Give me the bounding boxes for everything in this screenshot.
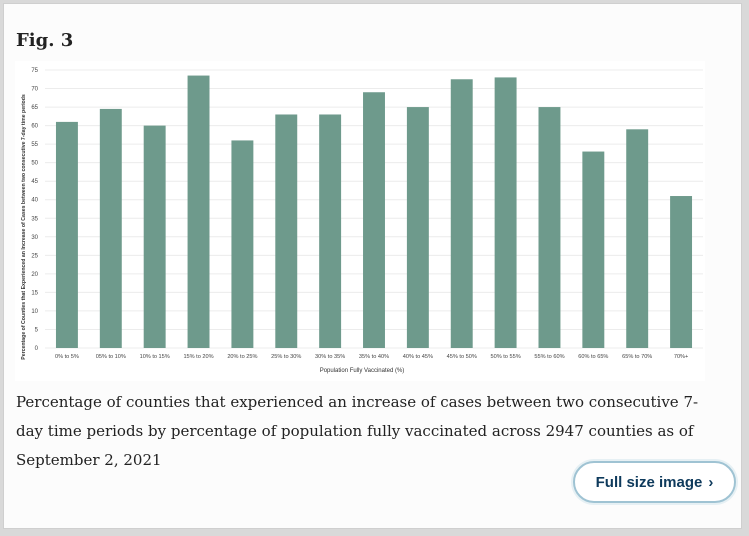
y-axis-ticks: 0 5 10 15 20 25 30 35 40 45 50 55 60 65 70 75 bbox=[31, 68, 38, 352]
bar bbox=[363, 92, 385, 349]
y-tick-label: 15 bbox=[31, 290, 38, 296]
x-tick-label: 15% to 20% bbox=[183, 354, 213, 360]
x-tick-label: 60% to 65% bbox=[578, 354, 608, 360]
x-tick-label: 70%+ bbox=[674, 354, 688, 360]
bar bbox=[231, 140, 254, 348]
y-tick-label: 0 bbox=[35, 346, 39, 352]
bar bbox=[582, 151, 605, 348]
y-tick-label: 45 bbox=[31, 179, 38, 185]
bar bbox=[670, 196, 693, 348]
x-axis-ticks: 0% to 5% 05% to 10% 10% to 15% 15% to 20% 20… bbox=[55, 354, 688, 360]
y-tick-label: 10 bbox=[31, 309, 38, 315]
bar bbox=[143, 125, 166, 348]
y-tick-label: 20 bbox=[31, 272, 38, 278]
y-tick-label: 25 bbox=[31, 253, 38, 259]
y-tick-label: 60 bbox=[31, 124, 38, 130]
y-tick-label: 55 bbox=[31, 142, 38, 148]
figure-label: Fig. 3 bbox=[16, 30, 74, 51]
bar bbox=[406, 107, 429, 348]
x-axis-label: Population Fully Vaccinated (%) bbox=[320, 368, 405, 374]
y-axis-label: Percentage of Counties that Experienced … bbox=[21, 94, 27, 360]
y-tick-label: 35 bbox=[31, 216, 38, 222]
y-tick-label: 70 bbox=[31, 87, 38, 93]
y-tick-label: 75 bbox=[31, 68, 38, 74]
x-tick-label: 55% to 60% bbox=[534, 354, 564, 360]
bar bbox=[99, 108, 122, 348]
bar bbox=[450, 79, 473, 348]
x-tick-label: 65% to 70% bbox=[622, 354, 652, 360]
full-size-image-button[interactable]: Full size image › bbox=[573, 461, 736, 503]
bar-chart: 0 5 10 15 20 25 30 35 40 45 50 55 60 65 70 75 0% to 5% 0… bbox=[15, 61, 705, 381]
x-tick-label: 45% to 50% bbox=[447, 354, 477, 360]
full-size-image-label: Full size image bbox=[595, 473, 703, 491]
x-tick-label: 25% to 30% bbox=[271, 354, 301, 360]
chevron-right-icon: › bbox=[708, 473, 714, 491]
y-tick-label: 5 bbox=[35, 327, 39, 333]
figure-card: Fig. 3 0 5 10 15 20 25 30 35 40 45 50 55 60 65 70 75 0%… bbox=[3, 3, 742, 529]
bar bbox=[187, 75, 210, 348]
bars bbox=[55, 75, 693, 349]
y-tick-label: 50 bbox=[31, 161, 38, 167]
x-tick-label: 30% to 35% bbox=[315, 354, 345, 360]
x-tick-label: 35% to 40% bbox=[359, 354, 389, 360]
bar bbox=[626, 129, 649, 348]
x-tick-label: 40% to 45% bbox=[403, 354, 433, 360]
x-tick-label: 10% to 15% bbox=[140, 354, 170, 360]
bar bbox=[494, 77, 517, 348]
bar bbox=[538, 107, 561, 348]
y-tick-label: 65 bbox=[31, 105, 38, 111]
bar bbox=[275, 114, 298, 348]
y-tick-label: 30 bbox=[31, 235, 38, 241]
x-tick-label: 0% to 5% bbox=[55, 354, 79, 360]
y-tick-label: 40 bbox=[31, 198, 38, 204]
figure-caption: Percentage of counties that experienced … bbox=[16, 393, 699, 469]
x-tick-label: 50% to 55% bbox=[491, 354, 521, 360]
bar bbox=[55, 121, 78, 348]
x-tick-label: 05% to 10% bbox=[96, 354, 126, 360]
x-tick-label: 20% to 25% bbox=[227, 354, 257, 360]
bar bbox=[319, 114, 342, 348]
